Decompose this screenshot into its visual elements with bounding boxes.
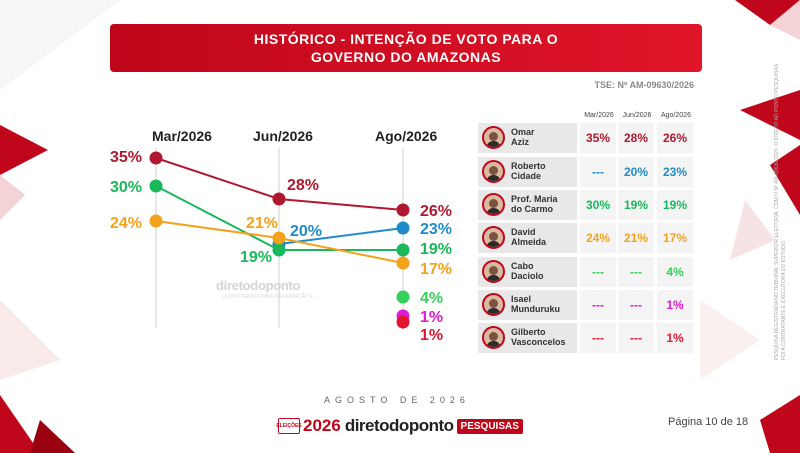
value-cell: --- xyxy=(580,157,616,187)
candidate-name: Isael Munduruku xyxy=(511,294,560,314)
data-point xyxy=(396,315,410,329)
value-cell: 28% xyxy=(618,123,654,153)
data-point xyxy=(149,179,163,193)
data-point xyxy=(396,221,410,235)
avatar xyxy=(482,160,505,183)
title-line-1: HISTÓRICO - INTENÇÃO DE VOTO PARA O xyxy=(253,31,559,47)
data-label: 21% xyxy=(246,215,278,232)
page-number: Página 10 de 18 xyxy=(668,416,749,428)
value-cell: 1% xyxy=(657,323,693,353)
data-label: 1% xyxy=(420,309,443,326)
data-label: 26% xyxy=(420,203,452,220)
value-cell: 1% xyxy=(657,290,693,320)
avatar xyxy=(482,226,505,249)
avatar xyxy=(482,260,505,283)
value-cell: 35% xyxy=(580,123,616,153)
table-header-ago: Ago/2026 xyxy=(661,112,691,119)
data-label: 20% xyxy=(290,223,322,240)
data-point xyxy=(149,214,163,228)
avatar xyxy=(482,126,505,149)
value-cell: --- xyxy=(618,323,654,353)
candidate-cell: Isael Munduruku xyxy=(478,290,577,320)
data-label: 1% xyxy=(420,327,443,344)
value-cell: 23% xyxy=(657,157,693,187)
avatar xyxy=(482,326,505,349)
series-layer xyxy=(149,151,410,329)
label-layer: 35% 28% 26% 20% 23% 30% 19% 19% 24% 21% 17% 4% 1%1% xyxy=(110,149,452,344)
data-point xyxy=(272,243,286,257)
logo-year: 2026 xyxy=(303,416,341,435)
value-cell: 20% xyxy=(618,157,654,187)
candidate-name: David Almeida xyxy=(511,227,547,247)
data-point xyxy=(396,243,410,257)
value-cell: 4% xyxy=(657,257,693,287)
candidate-cell: Roberto Cidade xyxy=(478,157,577,187)
title-line-2: GOVERNO DO AMAZONAS xyxy=(310,49,502,65)
data-label: 19% xyxy=(240,249,272,266)
data-label: 35% xyxy=(110,149,142,166)
candidate-cell: Omar Aziz xyxy=(478,123,577,153)
avatar xyxy=(482,293,505,316)
value-cell: --- xyxy=(580,257,616,287)
value-cell: 26% xyxy=(657,123,693,153)
value-cell: --- xyxy=(618,257,654,287)
candidate-cell: Cabo Daciolo xyxy=(478,257,577,287)
candidate-cell: Gilberto Vasconcelos xyxy=(478,323,577,353)
candidate-name: Roberto Cidade xyxy=(511,161,546,181)
value-cell: --- xyxy=(580,290,616,320)
data-label: 19% xyxy=(420,241,452,258)
period-label-ago: Ago/2026 xyxy=(375,128,438,144)
data-label: 17% xyxy=(420,261,452,278)
title-banner: HISTÓRICO - INTENÇÃO DE VOTO PARA O GOVE… xyxy=(110,24,702,72)
value-cell: 19% xyxy=(618,190,654,220)
data-label: 28% xyxy=(287,177,319,194)
period-label-jun: Jun/2026 xyxy=(253,128,313,144)
value-cell: --- xyxy=(580,323,616,353)
ballot-box-icon: ELEIÇÕES xyxy=(276,418,302,434)
value-cell: 21% xyxy=(618,223,654,253)
data-point xyxy=(272,192,286,206)
data-label: 30% xyxy=(110,179,142,196)
value-cell: --- xyxy=(618,290,654,320)
tse-registration: TSE: Nº AM-09630/2026 xyxy=(594,80,695,90)
table-header-mar: Mar/2026 xyxy=(584,112,614,119)
table-header-jun: Jun/2026 xyxy=(622,112,652,119)
candidate-cell: Prof. Maria do Carmo xyxy=(478,190,577,220)
data-point xyxy=(396,290,410,304)
value-cell: 24% xyxy=(580,223,616,253)
candidate-name: Prof. Maria do Carmo xyxy=(511,194,558,214)
candidate-name: Omar Aziz xyxy=(511,127,535,147)
data-label: 4% xyxy=(420,290,443,307)
value-cell: 19% xyxy=(657,190,693,220)
logo-name: diretodoponto xyxy=(344,416,454,435)
period-label-mar: Mar/2026 xyxy=(152,128,212,144)
side-legal-note: PESQUISA REGISTRADA NO TRIBUNAL SUPERIOR… xyxy=(774,63,787,360)
watermark-tagline: QUEM TRANSFORMA INFORMAÇÃO É xyxy=(222,294,314,300)
candidate-cell: David Almeida xyxy=(478,223,577,253)
footer-logo: ELEIÇÕES 2026 diretodoponto PESQUISAS xyxy=(276,416,523,436)
data-point xyxy=(396,203,410,217)
data-point xyxy=(149,151,163,165)
data-label: 23% xyxy=(420,221,452,238)
data-label: 24% xyxy=(110,215,142,232)
data-point xyxy=(396,256,410,270)
value-cell: 17% xyxy=(657,223,693,253)
data-point xyxy=(272,231,286,245)
candidate-name: Cabo Daciolo xyxy=(511,261,544,281)
value-cell: 30% xyxy=(580,190,616,220)
logo-tag: PESQUISAS xyxy=(456,418,523,434)
footer-month: AGOSTO DE 2026 xyxy=(324,395,470,405)
candidate-name: Gilberto Vasconcelos xyxy=(511,327,566,347)
avatar xyxy=(482,193,505,216)
